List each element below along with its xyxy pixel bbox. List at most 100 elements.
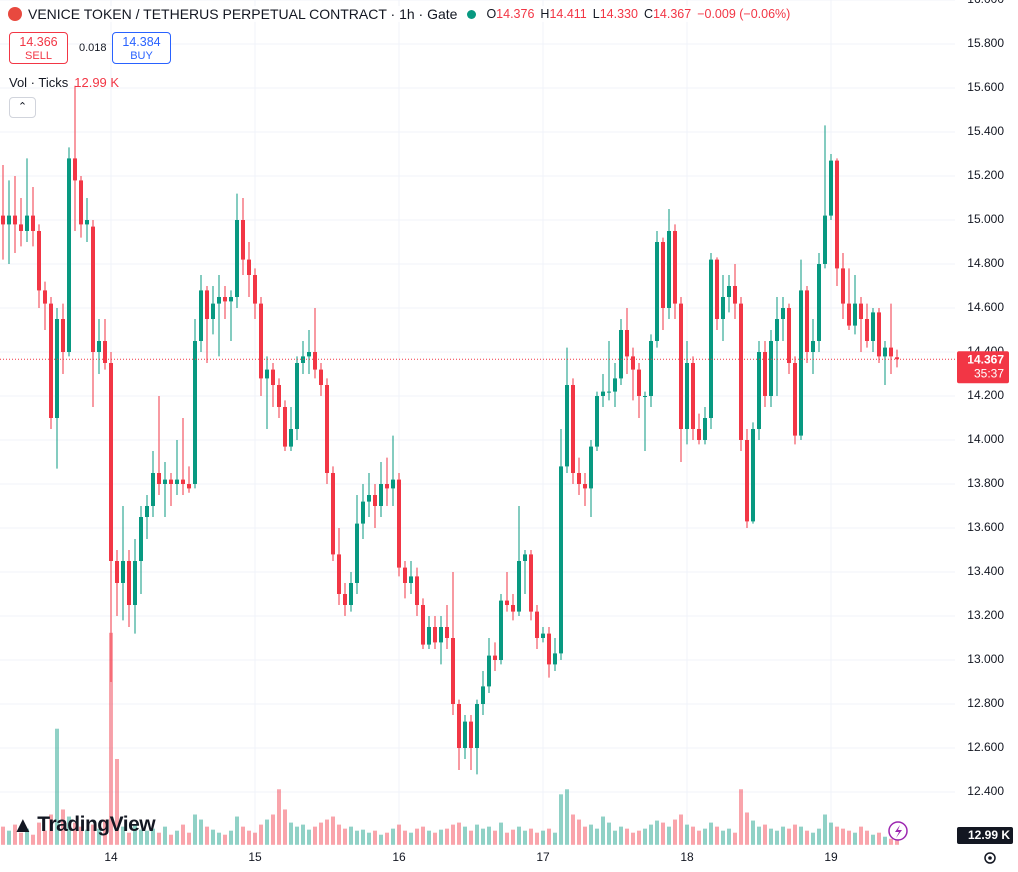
volume-bar: [481, 828, 485, 845]
volume-bar: [355, 830, 359, 845]
candle-body: [433, 627, 437, 643]
candle-body: [733, 286, 737, 304]
x-tick-label: 17: [536, 850, 550, 864]
candle-body: [37, 231, 41, 291]
candle-body: [487, 655, 491, 687]
gear: [984, 852, 996, 864]
volume-bar: [817, 828, 821, 845]
sell-button[interactable]: 14.366 SELL: [9, 32, 68, 64]
collapse-button[interactable]: ⌃: [9, 97, 36, 118]
volume-bar: [661, 822, 665, 845]
volume-bar: [493, 830, 497, 845]
volume-axis-label: 12.99 K: [968, 828, 1010, 842]
candle-body: [835, 160, 839, 269]
volume-bar: [559, 794, 563, 845]
volume-bar: [859, 826, 863, 845]
volume-bar: [253, 832, 257, 845]
volume-bar: [469, 830, 473, 845]
ohlc-value: 14.376: [496, 7, 535, 21]
volume-bar: [25, 828, 29, 845]
candle-body: [241, 220, 245, 260]
volume-bar: [811, 832, 815, 845]
candle-body: [307, 352, 311, 357]
market-status: [467, 9, 477, 19]
candle-body: [223, 297, 227, 302]
volume-bar: [631, 832, 635, 845]
volume-bar: [685, 824, 689, 845]
y-tick-label: 13.800: [967, 476, 1004, 490]
volume-bar: [403, 830, 407, 845]
y-tick-label: 14.600: [967, 300, 1004, 314]
volume-bar: [733, 832, 737, 845]
candle-body: [169, 479, 173, 484]
volume-bar: [475, 824, 479, 845]
volume-bar: [61, 809, 65, 845]
volume-bar: [247, 830, 251, 845]
candle-body: [283, 407, 287, 447]
volume-bar: [127, 832, 131, 845]
candle-body: [799, 290, 803, 436]
candle-body: [79, 180, 83, 225]
volume-bar: [517, 826, 521, 845]
candle-body: [247, 259, 251, 275]
volume-bar: [397, 824, 401, 845]
candle-body: [73, 158, 77, 181]
volume-bar: [31, 834, 35, 845]
ohlc-key: C: [643, 7, 653, 21]
candle-body: [133, 561, 137, 605]
candle-body: [715, 259, 719, 319]
candle-body: [385, 484, 389, 489]
volume-bar: [1, 826, 5, 845]
ohlc-item: L14.330: [593, 7, 638, 21]
candle-body: [25, 215, 29, 231]
volume-bar: [565, 789, 569, 845]
candle-body: [493, 655, 497, 660]
volume-bar: [883, 836, 887, 845]
x-tick-label: 18: [680, 850, 694, 864]
flash-icon[interactable]: [888, 821, 908, 841]
volume-bar: [721, 830, 725, 845]
volume-bar: [751, 820, 755, 845]
candle-body: [511, 605, 515, 612]
candle-body: [7, 215, 11, 225]
volume-bar: [169, 834, 173, 845]
candle-body: [415, 576, 419, 605]
buy-button[interactable]: 14.384 BUY: [112, 32, 171, 64]
volume-bar: [307, 829, 311, 845]
volume-bar: [391, 828, 395, 845]
volume-bar: [799, 826, 803, 845]
candle-body: [739, 303, 743, 440]
volume-bar: [361, 829, 365, 845]
candle-body: [709, 259, 713, 418]
candle-body: [403, 567, 407, 583]
candle-body: [751, 429, 755, 522]
volume-bar: [13, 824, 17, 845]
candle-body: [595, 396, 599, 447]
volume-bar: [175, 830, 179, 845]
ohlc-key: L: [592, 7, 600, 21]
volume-value-box: [957, 827, 1013, 844]
brand-name: TradingView: [37, 813, 156, 836]
x-tick-label: 14: [104, 850, 118, 864]
volume-bar: [601, 816, 605, 845]
candle-body: [355, 523, 359, 583]
volume-bar: [283, 809, 287, 845]
ohlc-value: 14.330: [599, 7, 638, 21]
settings-icon[interactable]: [984, 852, 996, 864]
candle-body: [877, 312, 881, 357]
ohlc-key: H: [540, 7, 550, 21]
volume-bar: [781, 826, 785, 845]
volume-bar: [583, 826, 587, 845]
brand-mark: ▲: [12, 812, 34, 837]
volume-bar: [145, 830, 149, 845]
volume-bar: [73, 822, 77, 845]
volume-bar: [199, 819, 203, 845]
candle-body: [277, 385, 281, 407]
candle-body: [571, 385, 575, 473]
candle-body: [217, 297, 221, 304]
symbol-title[interactable]: VENICE TOKEN / TETHERUS PERPETUAL CONTRA…: [28, 6, 458, 22]
volume-value: 12.99 K: [74, 75, 120, 90]
volume-bar: [157, 832, 161, 845]
